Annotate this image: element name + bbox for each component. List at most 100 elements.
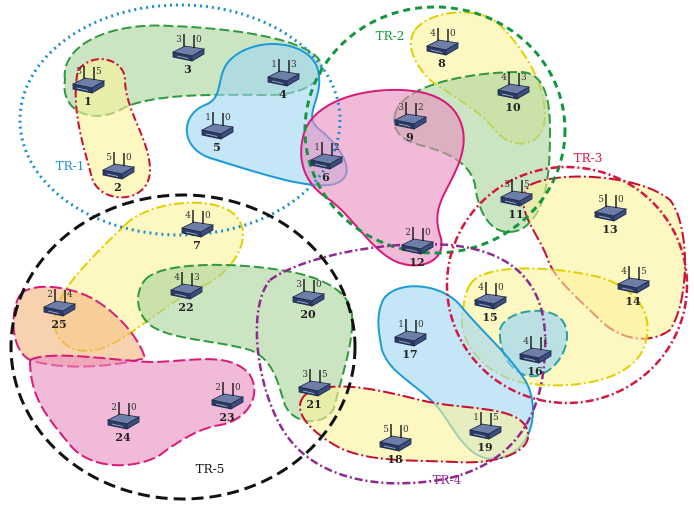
router-node-24[interactable]: 2 024: [106, 402, 141, 444]
port-label-right: 5: [641, 267, 647, 277]
port-label-right: 5: [493, 413, 499, 423]
router-node-3[interactable]: 3 0 3: [171, 34, 206, 76]
router-icon: [180, 210, 215, 238]
node-id-label: 6: [322, 171, 330, 184]
router-icon: [473, 282, 508, 310]
router-node-15[interactable]: 4 0 15: [473, 282, 508, 324]
port-label-right: 0: [205, 211, 211, 221]
router-icon: [266, 59, 301, 87]
router-icon: [425, 28, 460, 56]
router-node-19[interactable]: 1 519: [468, 412, 503, 454]
router-node-8[interactable]: 4 0 8: [425, 28, 460, 70]
port-label-left: 1: [205, 113, 211, 123]
router-node-12[interactable]: 2 012: [400, 227, 435, 269]
territory-outlines: [9, 3, 689, 501]
node-id-label: 3: [184, 63, 192, 76]
router-icon: [297, 369, 332, 397]
node-id-label: 9: [406, 131, 414, 144]
router-node-22[interactable]: 4 3 22: [169, 272, 204, 314]
router-node-6[interactable]: 1 2 6: [309, 142, 344, 184]
port-label-right: 5: [322, 370, 328, 380]
router-node-9[interactable]: 3 2 9: [393, 102, 428, 144]
port-label-right: 0: [425, 228, 431, 238]
router-icon: [393, 102, 428, 130]
node-id-label: 12: [409, 256, 424, 269]
port-label-right: 3: [521, 73, 527, 83]
cluster-shapes: [12, 11, 686, 467]
router-node-23[interactable]: 2 023: [210, 382, 245, 424]
node-id-label: 15: [482, 311, 497, 324]
territory-tr-3-outline: [445, 165, 689, 405]
node-id-label: 4: [279, 88, 287, 101]
cluster-yellow-13-14: [522, 175, 686, 340]
port-label-left: 4: [430, 29, 436, 39]
port-label-left: 4: [501, 73, 507, 83]
node-id-label: 2: [114, 181, 122, 194]
router-node-14[interactable]: 4 5 14: [616, 266, 651, 308]
port-label-left: 5: [598, 195, 604, 205]
territory-label-tr-2: TR-2: [376, 29, 405, 43]
node-id-label: 10: [505, 101, 521, 114]
router-node-17[interactable]: 1 0 17: [393, 319, 428, 361]
cluster-pink-23-24: [28, 354, 256, 467]
territory-label-tr-4: TR-4: [433, 473, 462, 487]
port-label-right: 0: [418, 320, 424, 330]
node-id-label: 5: [213, 141, 221, 154]
router-node-20[interactable]: 3 0 20: [291, 279, 326, 321]
node-id-label: 22: [178, 301, 193, 314]
router-node-18[interactable]: 5 0 18: [378, 424, 413, 466]
cluster-pink-6-9-12: [300, 88, 465, 267]
router-node-7[interactable]: 4 0 7: [180, 210, 215, 252]
router-icon: [106, 402, 141, 430]
port-label-right: 5: [96, 67, 102, 77]
router-node-5[interactable]: 1 0 5: [200, 112, 235, 154]
router-node-13[interactable]: 5 0 13: [593, 194, 628, 236]
port-label-right: 0: [403, 425, 409, 435]
node-id-label: 25: [51, 318, 66, 331]
router-icon: [42, 289, 77, 317]
port-label-left: 4: [478, 283, 484, 293]
node-id-label: 19: [477, 441, 492, 454]
router-icon: [468, 412, 503, 440]
port-label-left: 1: [473, 413, 479, 423]
node-id-label: 18: [387, 453, 403, 466]
router-icon: [378, 424, 413, 452]
router-node-21[interactable]: 3 5 21: [297, 369, 332, 411]
router-node-25[interactable]: 2 4 25: [42, 289, 77, 331]
node-id-label: 13: [602, 223, 617, 236]
port-label-left: 2: [111, 403, 117, 413]
node-id-label: 7: [193, 239, 201, 252]
port-label-left: 4: [523, 337, 529, 347]
router-node-4[interactable]: 1 3 4: [266, 59, 301, 101]
port-label-right: 2: [418, 103, 424, 113]
node-id-label: 11: [508, 208, 523, 221]
cluster-yellow-18-19: [299, 385, 530, 464]
port-label-left: 3: [76, 67, 82, 77]
router-icon: [616, 266, 651, 294]
node-id-label: 23: [219, 411, 234, 424]
node-id-label: 20: [300, 308, 316, 321]
port-label-left: 3: [176, 35, 182, 45]
cluster-green-22-20-21: [137, 263, 354, 423]
router-node-16[interactable]: 4 1 16: [518, 336, 553, 378]
port-label-right: 3: [194, 273, 200, 283]
port-label-left: 3: [398, 103, 404, 113]
port-label-left: 4: [621, 267, 627, 277]
territory-tr-1-outline: [18, 3, 342, 237]
port-label-right: 0: [235, 383, 241, 393]
router-node-11[interactable]: 3 5 11: [499, 179, 534, 221]
port-label-right: 1: [543, 337, 549, 347]
port-label-left: 1: [398, 320, 404, 330]
port-label-right: 4: [67, 290, 73, 300]
territory-tr-2-outline: [303, 5, 567, 255]
port-label-left: 3: [302, 370, 308, 380]
router-icon: [171, 34, 206, 62]
router-node-1[interactable]: 3 5 1: [71, 66, 106, 108]
port-label-right: 0: [498, 283, 504, 293]
router-node-10[interactable]: 4 3 10: [496, 72, 531, 114]
router-node-2[interactable]: 5 0 2: [101, 152, 136, 194]
router-icon: [496, 72, 531, 100]
